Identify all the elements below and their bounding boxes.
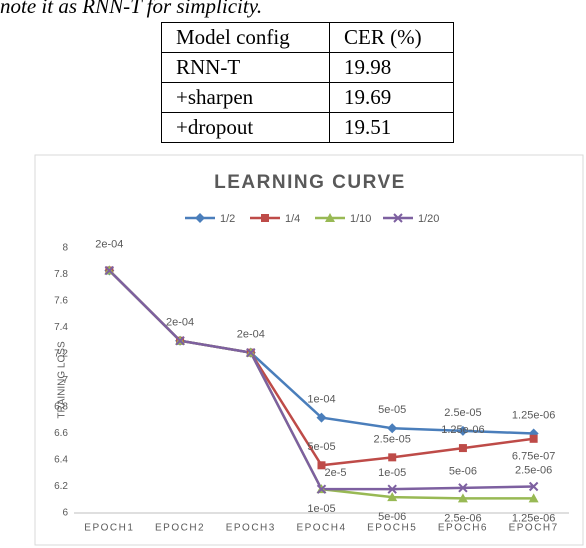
- x-tick-label: EPOCH3: [226, 523, 276, 534]
- annotation: 1.25e-06: [512, 512, 555, 524]
- annotation: 1.25e-06: [441, 424, 484, 436]
- table-cell: 19.51: [329, 112, 454, 143]
- data-point: [529, 434, 538, 443]
- data-point: [104, 265, 115, 276]
- x-tick-label: EPOCH1: [84, 523, 134, 534]
- legend-label: 1/10: [350, 213, 371, 225]
- legend-label: 1/2: [220, 213, 235, 225]
- table-row: +sharpen 19.69: [161, 82, 454, 113]
- annotation: 2.5e-06: [444, 512, 481, 524]
- data-point: [316, 412, 327, 423]
- annotation: 2e-04: [166, 317, 194, 329]
- legend-marker: [261, 214, 269, 222]
- data-point: [246, 347, 256, 358]
- y-tick-label: 6.4: [54, 455, 68, 466]
- chart-title: LEARNING CURVE: [214, 172, 406, 193]
- y-tick-label: 7.6: [54, 296, 68, 307]
- table-cell: RNN-T: [161, 52, 330, 83]
- data-point: [528, 493, 539, 503]
- legend-marker: [195, 213, 205, 223]
- data-point: [457, 493, 468, 503]
- x-tick-label: EPOCH6: [438, 523, 488, 534]
- annotation: 1e-04: [307, 394, 335, 406]
- y-tick-label: 8: [62, 243, 68, 254]
- table-cell: Model config: [161, 22, 330, 53]
- annotation: 1e-05: [307, 503, 335, 515]
- table-header: Model config CER (%): [161, 22, 454, 53]
- annotation: 1e-05: [378, 467, 406, 479]
- y-tick-label: 6.6: [54, 428, 68, 439]
- table-cell: CER (%): [329, 22, 454, 53]
- data-point: [317, 461, 326, 470]
- y-tick-label: 7.2: [54, 349, 68, 360]
- annotation: 6.75e-07: [512, 451, 555, 463]
- data-point: [316, 484, 327, 494]
- annotation: 5e-05: [307, 441, 335, 453]
- x-tick-label: EPOCH4: [296, 523, 346, 534]
- annotation: 1.25e-06: [512, 409, 555, 421]
- annotation: 2.5e-05: [374, 433, 411, 445]
- annotation: 2.5e-06: [515, 464, 552, 476]
- y-tick-label: 7: [62, 375, 68, 386]
- table-cell: +sharpen: [161, 82, 330, 113]
- table-cell: +dropout: [161, 112, 330, 143]
- y-tick-label: 6: [62, 508, 68, 519]
- legend-label: 1/20: [418, 213, 439, 225]
- data-point: [388, 453, 397, 462]
- data-point: [175, 336, 185, 346]
- legend-label: 1/4: [285, 213, 300, 225]
- y-tick-label: 6.2: [54, 481, 68, 492]
- annotation: 5e-05: [378, 404, 406, 416]
- chart-frame: [34, 154, 584, 546]
- x-tick-label: EPOCH7: [509, 523, 559, 534]
- table-row: +dropout 19.51: [161, 112, 454, 143]
- y-tick-label: 6.8: [54, 402, 68, 413]
- data-point: [458, 483, 468, 493]
- caption: note it as RNN-T for simplicity.: [0, 0, 263, 18]
- y-tick-label: 7.8: [54, 269, 68, 280]
- annotation: 5e-06: [449, 466, 477, 478]
- data-point: [458, 444, 467, 453]
- legend-marker: [325, 213, 335, 222]
- y-tick-label: 7.4: [54, 322, 68, 333]
- data-point: [387, 492, 398, 502]
- x-tick-label: EPOCH5: [367, 523, 417, 534]
- annotation: 2e-04: [95, 238, 123, 250]
- y-axis-label: TRAINING LOSS: [57, 341, 68, 419]
- x-tick-label: EPOCH2: [155, 523, 205, 534]
- data-point: [457, 425, 468, 436]
- annotation: 2e-04: [237, 329, 265, 341]
- data-point: [528, 481, 539, 492]
- legend-marker: [393, 213, 403, 223]
- data-point: [387, 484, 397, 494]
- annotation: 2.5e-05: [444, 407, 481, 419]
- annotation: 5e-06: [378, 511, 406, 523]
- data-point: [387, 423, 398, 434]
- annotation: 2e-5: [324, 467, 346, 479]
- results-table: Model config CER (%) RNN-T 19.98 +sharpen 19.…: [161, 22, 454, 143]
